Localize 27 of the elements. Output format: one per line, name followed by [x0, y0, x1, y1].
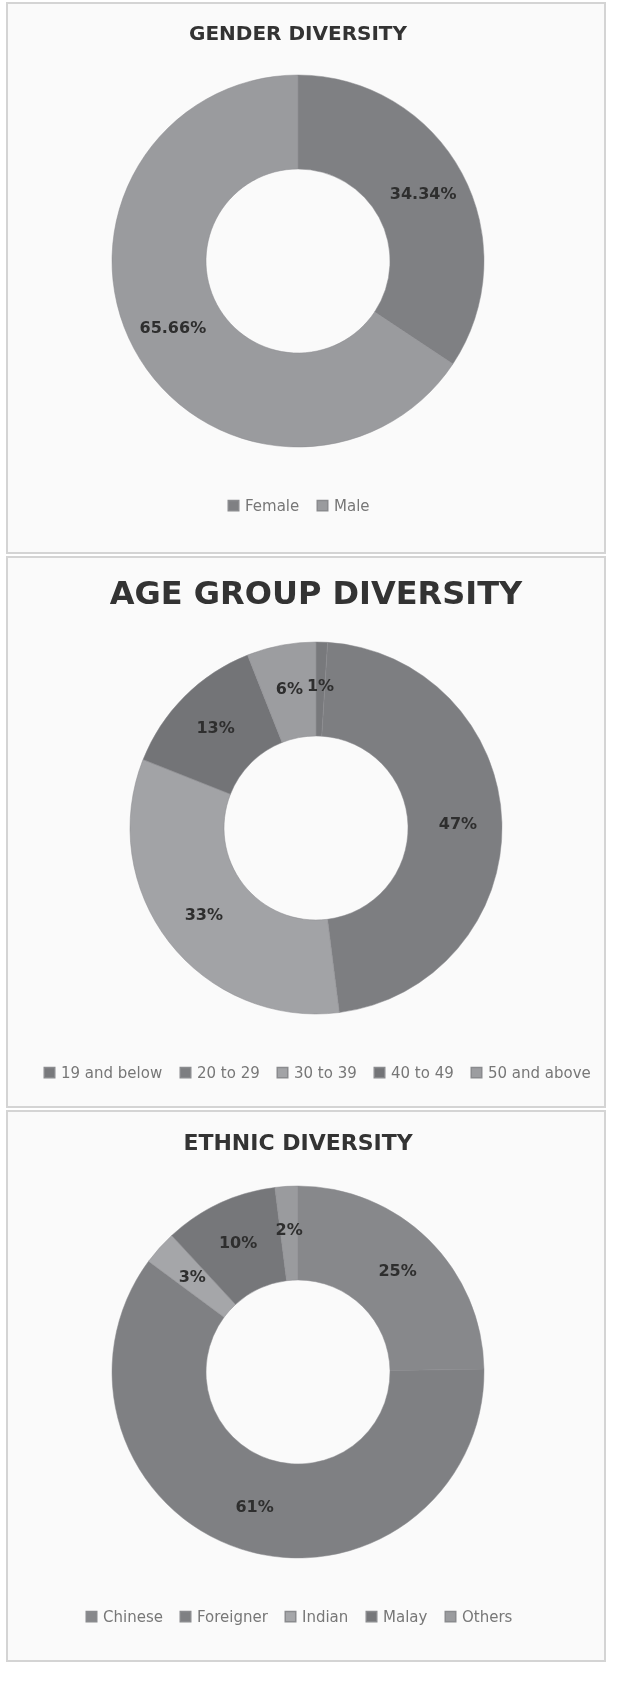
legend-label: Others	[462, 1607, 513, 1626]
legend-label: 30 to 39	[294, 1063, 357, 1082]
legend-label: 50 and above	[488, 1063, 591, 1082]
data-label: 61%	[235, 1497, 274, 1517]
legend-label: 20 to 29	[197, 1063, 260, 1082]
data-label: 6%	[275, 678, 303, 698]
data-label: 34.34%	[389, 183, 457, 203]
chart-title: AGE GROUP DIVERSITY	[109, 574, 524, 612]
data-label: 47%	[438, 813, 478, 833]
legend-label: Male	[334, 496, 370, 515]
legend-label: Indian	[302, 1607, 349, 1626]
data-label: 25%	[378, 1260, 417, 1280]
legend-label: Malay	[383, 1607, 428, 1626]
legend-label: Female	[245, 496, 300, 515]
data-label: 2%	[275, 1220, 303, 1240]
legend-label: 40 to 49	[391, 1063, 454, 1082]
data-label: 13%	[196, 717, 235, 737]
legend-label: Chinese	[103, 1607, 163, 1626]
data-label: 10%	[218, 1233, 258, 1253]
data-label: 1%	[306, 676, 335, 696]
data-label: 3%	[178, 1267, 206, 1287]
legend-label: 19 and below	[61, 1063, 163, 1082]
legend-label: Foreigner	[197, 1607, 269, 1626]
data-label: 65.66%	[139, 318, 207, 338]
chart-title: GENDER DIVERSITY	[189, 21, 408, 45]
chart-title: ETHNIC DIVERSITY	[183, 1130, 414, 1155]
data-label: 33%	[184, 905, 223, 925]
